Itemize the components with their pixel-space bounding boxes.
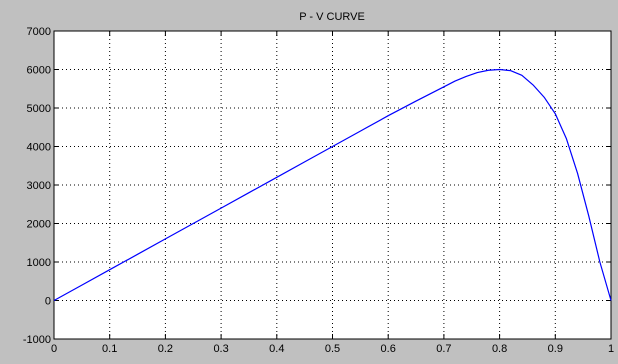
x-tick-label: 0.8	[492, 343, 507, 355]
y-tick-label: 7000	[27, 26, 51, 38]
x-tick-label: 0	[51, 343, 57, 355]
y-tick-label: 6000	[27, 65, 51, 77]
x-tick-label: 0.2	[158, 343, 173, 355]
x-tick-labels: 0 0.1 0.2 0.3 0.4 0.5 0.6 0.7 0.8 0.9 1	[51, 343, 614, 355]
x-tick-label: 1	[608, 343, 614, 355]
y-tick-label: 0	[45, 296, 51, 308]
title-bar: P - V CURVE	[54, 6, 611, 31]
x-tick-label: 0.5	[325, 343, 340, 355]
y-tick-labels: -1000 0 1000 2000 3000 4000 5000 6000 7000	[23, 26, 51, 346]
series	[53, 68, 612, 302]
y-tick-label: 2000	[27, 219, 51, 231]
grid	[54, 31, 611, 339]
x-tick-label: 0.6	[381, 343, 396, 355]
x-tick-label: 0.3	[213, 343, 228, 355]
y-tick-label: 3000	[27, 180, 51, 192]
plot-area	[53, 30, 612, 340]
y-tick-label: 5000	[27, 103, 51, 115]
x-tick-label: 0.7	[436, 343, 451, 355]
y-tick-label: 4000	[27, 142, 51, 154]
y-tick-label: 1000	[27, 257, 51, 269]
axis-ticks	[53, 30, 612, 340]
series-line	[53, 68, 612, 302]
chart-title: P - V CURVE	[299, 11, 365, 23]
x-tick-label: 0.1	[102, 343, 117, 355]
y-tick-label: -1000	[23, 334, 51, 346]
x-tick-label: 0.9	[548, 343, 563, 355]
x-tick-label: 0.4	[269, 343, 284, 355]
